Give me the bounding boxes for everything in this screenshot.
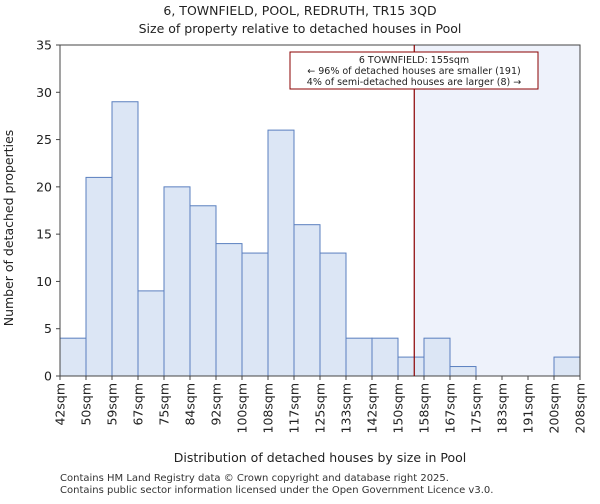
bar-142sqm [371,337,399,377]
x-tick-label: 84sqm [183,383,198,426]
bar-75sqm [163,186,191,377]
x-tick-label: 133sqm [339,383,354,433]
bar-167sqm [449,366,477,377]
y-tick-label: 15 [36,227,52,242]
bar-125sqm [319,252,347,377]
y-tick-label: 10 [36,274,52,289]
y-tick-label: 5 [44,321,52,336]
x-tick-label: 167sqm [443,383,458,433]
x-tick-label: 100sqm [235,383,250,433]
y-tick-label: 35 [36,38,52,53]
bar-108sqm [267,129,295,377]
x-axis-label: Distribution of detached houses by size … [174,450,466,465]
x-tick-label: 142sqm [365,383,380,433]
bar-50sqm [85,176,113,377]
x-tick-label: 125sqm [313,383,328,433]
x-tick-label: 150sqm [391,383,406,433]
bar-92sqm [215,243,243,377]
bar-200sqm [553,356,581,377]
x-tick-label: 208sqm [573,383,588,433]
x-tick-label: 42sqm [53,383,68,426]
x-tick-label: 117sqm [287,383,302,433]
y-tick-label: 25 [36,132,52,147]
bar-84sqm [189,205,217,377]
annotation-box [289,51,539,90]
x-tick-label: 175sqm [469,383,484,433]
bar-150sqm [397,356,425,377]
x-tick-label: 191sqm [521,383,536,433]
x-tick-label: 183sqm [495,383,510,433]
chart-title: 6, TOWNFIELD, POOL, REDRUTH, TR15 3QD [163,3,436,18]
footer-copyright: Contains HM Land Registry data © Crown c… [60,473,449,484]
annotation-line: 4% of semi-detached houses are larger (8… [307,77,521,88]
x-tick-label: 108sqm [261,383,276,433]
footer-licence: Contains public sector information licen… [60,485,494,496]
x-tick-label: 200sqm [547,383,562,433]
annotation-line: ← 96% of detached houses are smaller (19… [307,66,520,77]
x-tick-label: 59sqm [105,383,120,426]
bar-158sqm [423,337,451,377]
highlight-region [414,45,580,376]
y-tick-label: 20 [36,179,52,194]
x-tick-label: 50sqm [79,383,94,426]
y-tick-label: 0 [44,369,52,384]
x-tick-label: 158sqm [417,383,432,433]
x-tick-label: 75sqm [157,383,172,426]
bar-59sqm [111,101,139,377]
x-tick-label: 92sqm [209,383,224,426]
x-tick-label: 67sqm [131,383,146,426]
bar-67sqm [137,290,165,377]
bar-133sqm [345,337,373,377]
annotation-line: 6 TOWNFIELD: 155sqm [359,55,469,66]
y-axis-label: Number of detached properties [1,130,16,327]
bar-42sqm [59,337,87,377]
bar-100sqm [241,252,269,377]
bar-117sqm [293,224,321,377]
chart-subtitle: Size of property relative to detached ho… [139,21,462,36]
y-tick-label: 30 [36,85,52,100]
